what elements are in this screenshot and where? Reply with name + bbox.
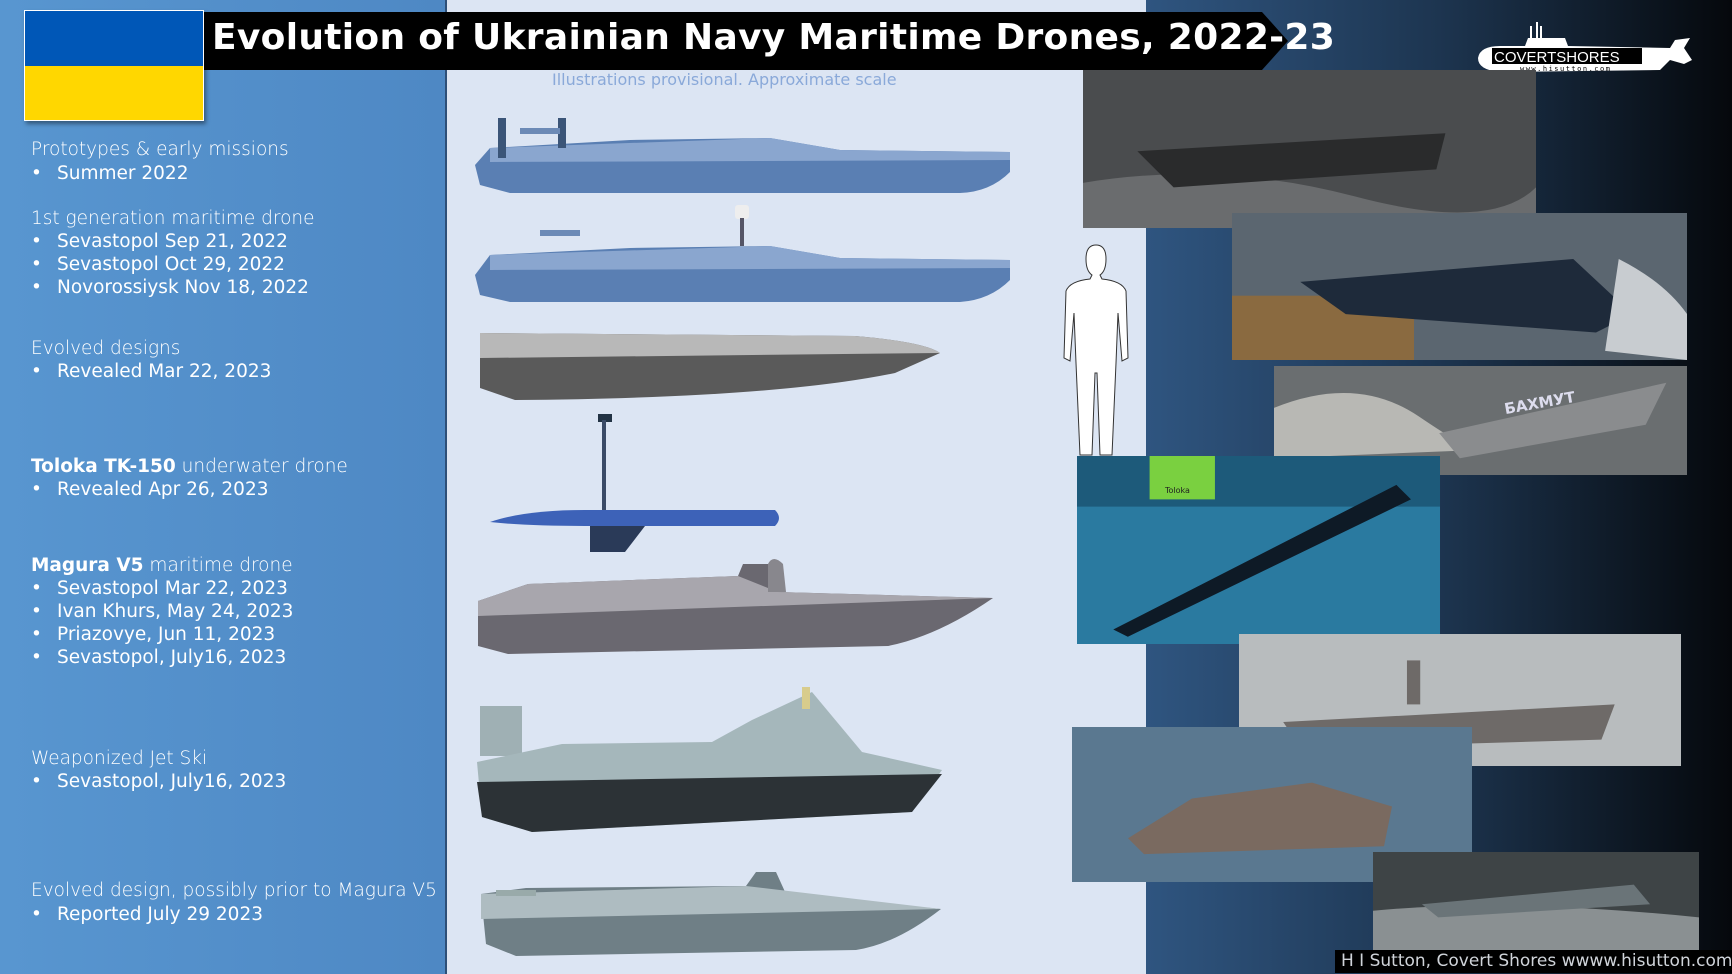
list-item: • Summer 2022 — [31, 163, 189, 184]
first-gen-drone-illustration — [475, 205, 1010, 302]
svg-text:COVERTSHORES: COVERTSHORES — [1494, 49, 1620, 66]
list-item: • Sevastopol, July16, 2023 — [31, 647, 287, 668]
section-heading: Weaponized Jet Ski — [31, 748, 208, 769]
list-item: • Priazovye, Jun 11, 2023 — [31, 624, 276, 645]
covertshores-logo: COVERTSHORES www.hisutton.com — [1478, 22, 1692, 73]
left-panel — [0, 0, 447, 974]
evolved-design-illustration — [480, 333, 940, 400]
human-scale-silhouette — [1063, 244, 1129, 456]
photo-prototype-drone — [1083, 70, 1536, 228]
title-bar — [204, 12, 1288, 70]
photo-toloka-drone: Toloka — [1077, 456, 1440, 644]
list-item: • Reported July 29 2023 — [31, 904, 263, 925]
magura-v5-illustration — [478, 559, 993, 654]
section-heading: Evolved design, possibly prior to Magura… — [31, 880, 437, 901]
ukraine-flag — [24, 10, 204, 121]
prototype-drone-illustration — [475, 118, 1010, 193]
list-item: • Sevastopol Sep 21, 2022 — [31, 231, 288, 252]
section-heading: Prototypes & early missions — [31, 139, 289, 160]
list-item: • Revealed Apr 26, 2023 — [31, 479, 269, 500]
subtitle: Illustrations provisional. Approximate s… — [552, 70, 897, 89]
list-item: • Novorossiysk Nov 18, 2022 — [31, 277, 309, 298]
page-title: Evolution of Ukrainian Navy Maritime Dro… — [212, 17, 1336, 58]
section-heading: 1st generation maritime drone — [31, 208, 315, 229]
credit-text: H I Sutton, Covert Shores wwww.hisutton.… — [1335, 950, 1732, 973]
section-heading: Toloka TK-150 underwater drone — [31, 456, 348, 477]
photo-evolved-design — [1373, 852, 1699, 950]
evolved-design-prior-magura-illustration — [481, 872, 941, 956]
weaponized-jet-ski-illustration — [477, 687, 942, 832]
section-heading: Magura V5 maritime drone — [31, 555, 293, 576]
list-item: • Sevastopol, July16, 2023 — [31, 771, 287, 792]
toloka-tk150-illustration — [490, 414, 779, 552]
list-item: • Sevastopol Mar 22, 2023 — [31, 578, 288, 599]
list-item: • Sevastopol Oct 29, 2022 — [31, 254, 285, 275]
list-item: • Ivan Khurs, May 24, 2023 — [31, 601, 294, 622]
photo-label: Toloka — [1165, 486, 1190, 495]
photo-first-gen-drone — [1232, 213, 1687, 360]
list-item: • Revealed Mar 22, 2023 — [31, 361, 272, 382]
section-heading: Evolved designs — [31, 338, 181, 359]
svg-text:www.hisutton.com: www.hisutton.com — [1520, 65, 1611, 73]
